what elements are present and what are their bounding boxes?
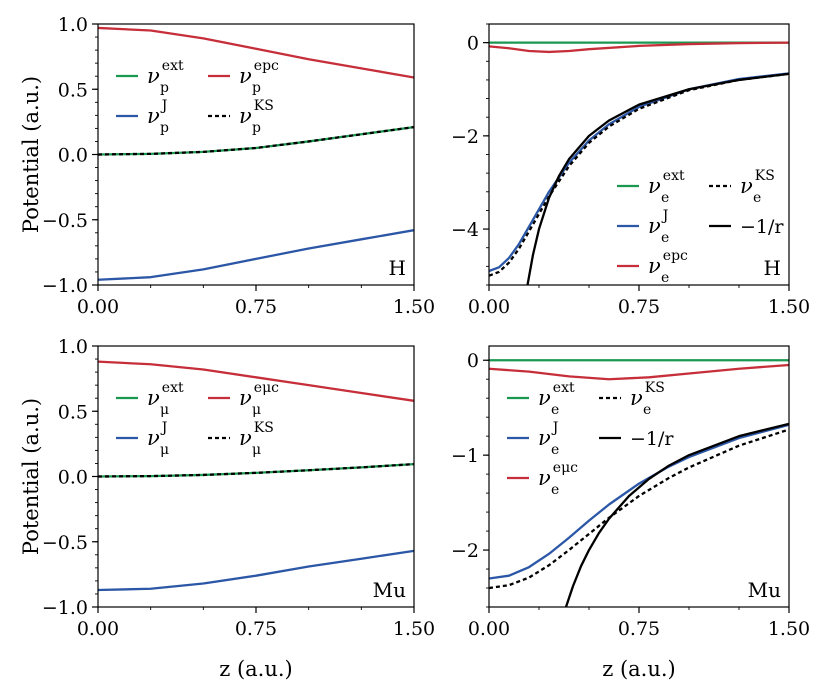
y-tick-label: −0.5 [42, 210, 88, 232]
series-line-coulomb [526, 72, 789, 285]
legend-label-pc: ν eμc e [538, 460, 578, 498]
x-tick-label: 1.50 [393, 618, 435, 640]
series-group [98, 26, 414, 281]
y-axis-title: Potential (a.u.) [19, 76, 43, 233]
y-tick-label: −1.0 [42, 597, 88, 619]
legend-label-ext: ν ext e [648, 168, 685, 206]
y-tick-label: −1 [451, 445, 479, 467]
legend-label-pc: ν eμc μ [239, 380, 279, 418]
panel-tag-label: Mu [748, 578, 781, 602]
legend-label-ext: ν ext μ [147, 380, 184, 418]
x-tick-label: 1.50 [768, 296, 810, 318]
series-line-KS [98, 125, 414, 156]
x-tick-label: 0.00 [468, 618, 510, 640]
series-line-coulomb [564, 422, 789, 607]
y-tick-label: −2 [451, 540, 479, 562]
y-tick-label: 1.0 [58, 14, 88, 36]
series-line-J [489, 423, 789, 580]
y-tick-label: 0.5 [58, 401, 88, 423]
y-tick-label: −0.5 [42, 532, 88, 554]
series-line-J [489, 72, 789, 273]
panel-tag-label: H [764, 256, 781, 280]
panel-tag-label: Mu [373, 578, 406, 602]
y-tick-label: 0.0 [58, 145, 88, 167]
series-line-J [98, 549, 414, 592]
y-tick-label: 1.0 [58, 336, 88, 358]
x-axis-title: z (a.u.) [219, 657, 293, 681]
x-tick-label: 1.50 [393, 296, 435, 318]
legend-label-pc: ν epc p [239, 58, 279, 96]
y-axis-title: Potential (a.u.) [19, 398, 43, 555]
x-tick-label: 0.00 [468, 296, 510, 318]
y-tick-label: 0 [467, 33, 479, 55]
x-tick-label: 0.75 [235, 618, 277, 640]
y-tick-label: −1.0 [42, 275, 88, 297]
x-tick-label: 0.75 [618, 618, 660, 640]
panel-tag-label: H [389, 256, 406, 280]
y-tick-label: 0 [467, 350, 479, 372]
legend-label-ext: ν ext e [538, 380, 575, 418]
series-line-KS [489, 428, 789, 590]
x-tick-label: 0.75 [235, 296, 277, 318]
y-tick-label: 0.0 [58, 467, 88, 489]
legend-label-coulomb: −1/r [630, 428, 674, 450]
legend-label-KS: ν KS p [239, 98, 274, 136]
panel-top-left: 0.00 0.75 1.50 1.0 0.5 0.0 −0.5 −1.0 H Potential … [19, 14, 435, 318]
x-tick-label: 1.50 [768, 618, 810, 640]
series-line-KS [98, 462, 414, 478]
legend-label-pc: ν epc e [648, 248, 688, 286]
x-tick-label: 0.00 [77, 296, 119, 318]
series-line-pc [98, 360, 414, 402]
series-group [489, 359, 789, 607]
legend-label-ext: ν ext p [147, 58, 184, 96]
x-axis-title: z (a.u.) [602, 657, 676, 681]
x-tick-label: 0.00 [77, 618, 119, 640]
series-group [98, 360, 414, 592]
legend-label-KS: ν KS e [740, 168, 775, 206]
x-tick-label: 0.75 [618, 296, 660, 318]
y-tick-label: −4 [451, 219, 479, 241]
series-line-pc [98, 26, 414, 79]
series-line-pc [489, 41, 789, 54]
series-line-pc [489, 363, 789, 381]
legend-label-KS: ν KS e [630, 380, 665, 418]
series-group [489, 41, 789, 285]
series-line-J [98, 229, 414, 281]
y-tick-label: −2 [451, 126, 479, 148]
legend-label-KS: ν KS μ [239, 420, 274, 458]
legend-label-coulomb: −1/r [740, 216, 784, 238]
panel-bottom-left: 0.00 0.75 1.50 1.0 0.5 0.0 −0.5 −1.0 Mu Potential… [19, 336, 435, 681]
y-tick-label: 0.5 [58, 79, 88, 101]
